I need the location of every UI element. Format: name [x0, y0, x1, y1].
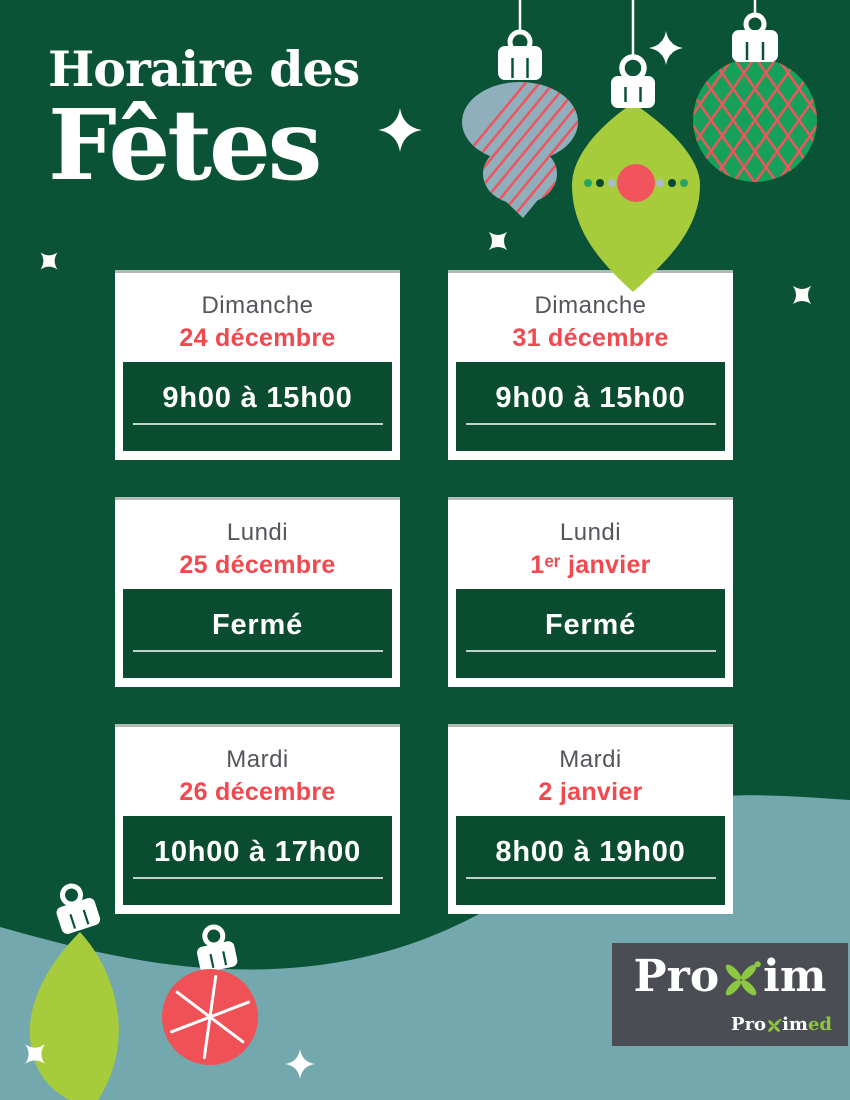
card-underline — [132, 423, 383, 425]
sparkle-x-icon — [25, 1044, 45, 1064]
card-hours-block: Fermé — [456, 589, 725, 678]
card-date: 1ᵉʳ janvier — [530, 551, 651, 579]
card-hours: Fermé — [544, 609, 637, 641]
proxim-wordmark-pre: Pro — [633, 951, 720, 1002]
schedule-card-dec24: Dimanche 24 décembre 9h00 à 15h00 — [115, 270, 400, 460]
sparkle-star-icon — [378, 108, 422, 152]
plaid-ball-ornament-icon — [693, 12, 817, 182]
ornament-dots-icon — [584, 179, 688, 187]
card-day: Mardi — [559, 746, 622, 773]
proxim-x-leaf-icon — [725, 961, 761, 996]
page-title: Horaire des Fêtes — [48, 40, 360, 203]
card-day: Mardi — [226, 746, 289, 773]
ornament-strings-icon — [518, 0, 757, 58]
sparkle-x-icon — [792, 285, 812, 305]
sparkle-x-icon — [40, 252, 58, 270]
card-hours: 8h00 à 19h00 — [495, 836, 686, 868]
card-day: Lundi — [559, 519, 622, 546]
proximed-suffix: ed — [807, 1014, 832, 1035]
card-hours-block: 9h00 à 15h00 — [123, 362, 392, 451]
schedule-card-jan1: Lundi 1ᵉʳ janvier Fermé — [448, 497, 733, 687]
card-date: 25 décembre — [179, 551, 336, 579]
card-hours-block: 10h00 à 17h00 — [123, 816, 392, 905]
lime-drop-ornament-icon — [572, 54, 700, 292]
proxim-logo-box: Pro im Pro — [612, 943, 848, 1046]
card-underline — [465, 877, 716, 879]
sparkle-star-icon — [285, 1049, 315, 1079]
title-line1: Horaire des — [48, 40, 360, 98]
proxim-wordmark-post: im — [763, 951, 827, 1002]
card-underline — [132, 877, 383, 879]
red-snowflake-ball-ornament-icon — [162, 924, 258, 1065]
sparkle-star-icon — [649, 31, 683, 65]
card-hours: 9h00 à 15h00 — [495, 382, 686, 414]
schedule-card-dec31: Dimanche 31 décembre 9h00 à 15h00 — [448, 270, 733, 460]
schedule-card-dec26: Mardi 26 décembre 10h00 à 17h00 — [115, 724, 400, 914]
sparkle-x-icon — [488, 231, 508, 251]
proximed-mid: im — [782, 1014, 808, 1035]
card-underline — [465, 423, 716, 425]
card-hours: Fermé — [211, 609, 304, 641]
card-hours-block: 9h00 à 15h00 — [456, 362, 725, 451]
striped-finial-ornament-icon — [462, 29, 578, 218]
schedule-card-dec25: Lundi 25 décembre Fermé — [115, 497, 400, 687]
card-underline — [465, 650, 716, 652]
title-line2: Fêtes — [48, 88, 322, 203]
lime-teardrop-ornament-icon — [29, 883, 119, 1100]
sparkle-star-icon — [659, 41, 673, 55]
card-hours-block: 8h00 à 19h00 — [456, 816, 725, 905]
card-day: Dimanche — [201, 292, 314, 319]
card-hours-block: Fermé — [123, 589, 392, 678]
card-date: 24 décembre — [179, 324, 336, 352]
card-hours: 10h00 à 17h00 — [153, 836, 362, 868]
card-hours: 9h00 à 15h00 — [162, 382, 353, 414]
sparkle-icons — [25, 1044, 315, 1079]
card-date: 2 janvier — [538, 778, 643, 806]
schedule-card-jan2: Mardi 2 janvier 8h00 à 19h00 — [448, 724, 733, 914]
proxim-wordmark: Pro im — [612, 953, 848, 1001]
card-day: Dimanche — [534, 292, 647, 319]
proximed-x-leaf-icon — [768, 1018, 782, 1032]
card-date: 31 décembre — [512, 324, 669, 352]
card-date: 26 décembre — [179, 778, 336, 806]
card-day: Lundi — [226, 519, 289, 546]
proximed-pre: Pro — [731, 1014, 767, 1035]
card-underline — [132, 650, 383, 652]
snowflake-icon — [170, 974, 250, 1060]
proximed-wordmark: Pro im ed — [731, 1016, 832, 1034]
